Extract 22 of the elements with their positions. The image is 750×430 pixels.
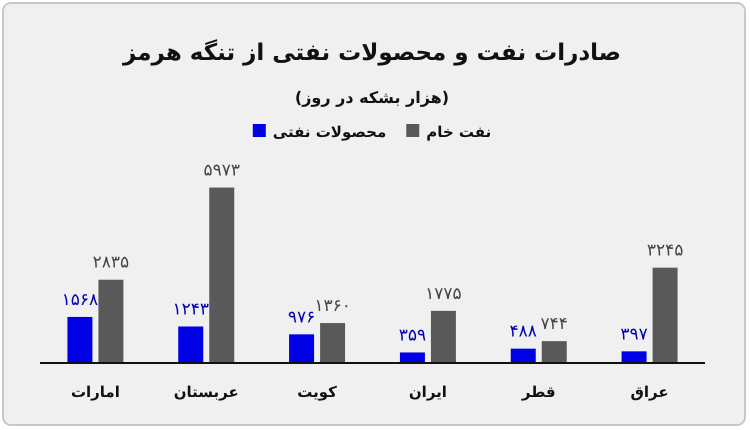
legend-label: نفت خام	[426, 123, 492, 141]
value-label: ۱۳۶۰	[314, 296, 351, 316]
value-label: ۱۵۶۸	[62, 290, 98, 310]
subtitle: (هزار بشکه در روز)	[294, 88, 450, 107]
value-label: ۳۹۷	[620, 324, 648, 344]
category-label: ایران	[408, 383, 447, 401]
category-label: عربستان	[174, 383, 239, 401]
value-label: ۱۷۷۵	[425, 284, 462, 304]
value-label: ۱۲۴۳	[172, 299, 210, 320]
value-label: ۳۲۴۵	[646, 240, 684, 261]
title: صادرات نفت و محصولات نفتی از تنگه هرمز	[122, 40, 622, 66]
value-label: ۷۴۴	[540, 314, 568, 334]
category-label: امارات	[70, 383, 120, 401]
value-label: ۴۸۸	[510, 322, 537, 342]
value-label: ۲۸۳۵	[92, 252, 130, 273]
category-label: کویت	[297, 383, 337, 401]
value-label: ۳۵۹	[398, 325, 426, 346]
value-label: ۹۷۶	[288, 307, 316, 328]
legend-label: محصولات نفتی	[272, 123, 386, 141]
value-label: ۵۹۷۳	[203, 160, 240, 181]
category-label: قطر	[522, 383, 556, 401]
category-label: عراق	[630, 383, 669, 401]
